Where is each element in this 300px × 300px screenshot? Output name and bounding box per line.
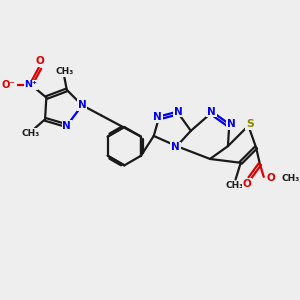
Text: N: N [174, 106, 182, 117]
Text: N: N [207, 106, 216, 117]
Text: N: N [153, 112, 162, 122]
Text: CH₃: CH₃ [22, 129, 40, 138]
Text: O: O [243, 179, 251, 189]
Text: O: O [266, 173, 275, 183]
Text: N: N [78, 100, 86, 110]
Text: N⁺: N⁺ [25, 80, 38, 89]
Text: N: N [171, 142, 180, 152]
Text: CH₃: CH₃ [55, 67, 74, 76]
Text: CH₃: CH₃ [225, 181, 243, 190]
Text: O: O [36, 56, 44, 66]
Text: N: N [62, 121, 71, 131]
Text: CH₃: CH₃ [281, 174, 300, 183]
Text: O⁻: O⁻ [2, 80, 16, 90]
Text: S: S [246, 119, 254, 129]
Text: N: N [226, 119, 236, 129]
